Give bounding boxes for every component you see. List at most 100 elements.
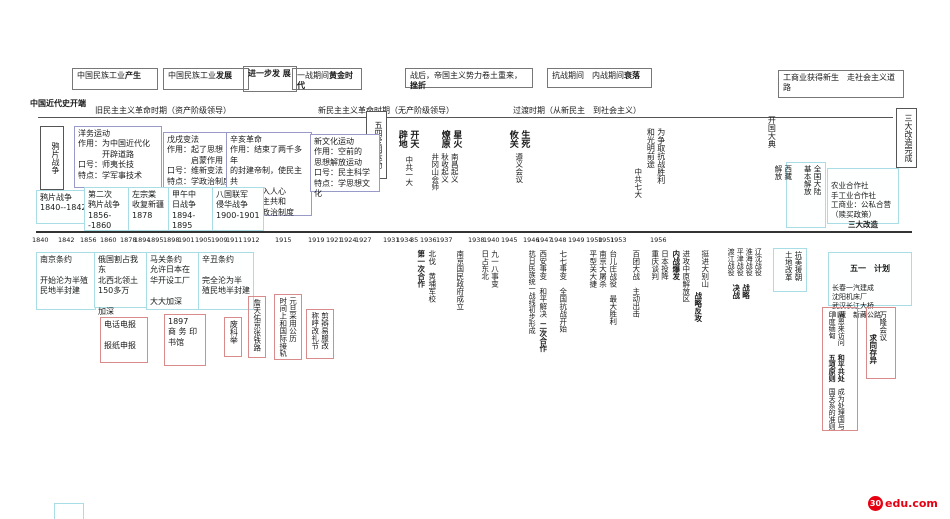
year-tick: 1840 [32, 236, 49, 244]
three-transforms-items: 农业合作社 手工业合作社 工商业：公私合营 （赎买政策） [831, 180, 891, 219]
year-tick: 1912 [243, 236, 260, 244]
period-divider-line [38, 117, 893, 118]
col-second-cooperation: 二次合作 [538, 322, 548, 352]
logo-circle-icon: 30 [868, 496, 883, 512]
opium-war-vertical-box: 鸦片战争 [40, 126, 64, 190]
bandung-box: 万隆会议 求同存异 [866, 307, 896, 379]
year-tick: 1915 [275, 236, 292, 244]
col-taierzhuang: 台儿庄战役 最大胜利 [608, 250, 618, 325]
idiom-kaitianpidi: 开天 辟地 [396, 130, 419, 148]
principles-norm: 成为处理国与 国关系的准则 [828, 388, 846, 430]
year-tick: 1934 [396, 236, 413, 244]
year-tick: 1921 [326, 236, 343, 244]
col-japan-surrender-chongqing: 日本投降 重庆谈判 [650, 250, 670, 280]
three-transforms-done-box: 三大改造完成 [896, 108, 917, 168]
col-september-18-incident: 九一八事变 日占东北 [480, 250, 500, 288]
col-nanjing-government: 南京国民政府成立 [455, 250, 465, 310]
year-tick: 1895 [147, 236, 164, 244]
year-tick: 1936 [420, 236, 437, 244]
col-three-campaigns: 辽沈战役 淮海战役 平津战役 渡江战役 [727, 248, 763, 276]
col-huangpu-northern-expedition: 北伐 黄埔军校 [427, 250, 437, 303]
period-transition-label: 过渡时期（从新民主 到社会主义） [513, 106, 641, 115]
industry-box-further: 进一步发 展 [243, 66, 297, 92]
year-tick: 1956 [650, 236, 667, 244]
treaty-russia-territory: 俄国割占我东 北西北领土 150多万 加深 [94, 252, 148, 316]
col-hundred-regiments: 百团大战 主动出击 [631, 250, 641, 318]
col-united-front: 抗日民族统一战线初步形成 [528, 250, 537, 334]
timeline-axis [36, 231, 912, 233]
label-bold: 挫折 [410, 81, 426, 91]
idiom-shengsiyouguan: 生死 攸关 [507, 130, 530, 148]
industry-box-emerge: 中国民族工业产生 [72, 68, 158, 90]
year-tick: 1940 [483, 236, 500, 244]
label-bold: 发展 [216, 71, 232, 80]
logo-domain: edu.com [885, 496, 938, 510]
seventh-congress-goal: 为争取抗战胜利 和光明前途 [646, 128, 666, 184]
event-seventh-congress: 中共七大 [633, 168, 643, 198]
zhou-enlai-box: 周恩来访问 印度缅甸 和平共处 五项原则 成为处理国与 国关系的准则 [822, 307, 858, 431]
war-second-opium: 第二次 鸦片战争 1856--1860 [84, 187, 132, 231]
label: 工商业获得新生 走社会主义道路 [783, 73, 895, 93]
event-uprisings: 南昌起义 秋收起义 井冈山会师 [430, 153, 460, 191]
label-bold: 产生 [125, 71, 141, 80]
period-start-label: 中国近代史开端 [30, 99, 86, 108]
liberation-box: 全国大陆 基本解放 西藏 解放 [774, 162, 826, 228]
label: 抗战期间 内战期间 [552, 71, 624, 80]
year-tick: 1947 [536, 236, 553, 244]
telecom-newspaper-box: 电话电报 报纸申报 [100, 317, 148, 363]
bandung-conference: 万隆会议 [878, 311, 888, 341]
col-dabie-mountains: 挺进大别山 [700, 250, 710, 288]
period-new-democracy-label: 新民主主义革命时期（无产阶级领导） [318, 106, 454, 116]
year-tick: 1946 [523, 236, 540, 244]
seek-common-ground: 求同存异 [868, 334, 878, 364]
label: 中国民族工业 [168, 71, 216, 80]
year-tick: 1911 [226, 236, 243, 244]
industry-box-golden: 一战期间黄金时代 [292, 68, 362, 90]
industry-box-newlife: 工商业获得新生 走社会主义道路 [778, 70, 904, 98]
year-tick: 1878 [120, 236, 137, 244]
korea-landreform-box: 抗美援朝 土地改革 [773, 248, 807, 292]
period-old-democracy-label: 旧民主主义革命时期（资产阶级领导） [95, 106, 231, 115]
year-tick: 1860 [100, 236, 117, 244]
year-tick: 1927 [355, 236, 372, 244]
col-july-7-incident: 七七事变 全国抗战开始 [558, 250, 568, 333]
year-tick: 1898 [163, 236, 180, 244]
year-tick: 1905 [195, 236, 212, 244]
year-tick: 1948 [550, 236, 567, 244]
plan-title: 五一 计划 [850, 264, 890, 274]
year-tick: 1949 [568, 236, 585, 244]
year-tick: 1856 [80, 236, 97, 244]
year-tick: 1909 [211, 236, 228, 244]
jingzhang-railway-box: 詹天佑京张铁路 [248, 296, 266, 358]
first-five-year-plan-box: 五一 计划 长春一汽建成 沈阳机床厂 武汉长江大桥 川藏 新藏公路 [828, 252, 912, 319]
year-tick: 1842 [58, 236, 75, 244]
five-principles: 和平共处 五项原则 [828, 354, 846, 382]
col-nanjing-massacre-pingxingguan: 南京大屠杀 平型关大捷 [588, 250, 608, 288]
war-zuo-zongtang: 左宗棠 收复新疆 1878 [128, 187, 172, 231]
war-eight-nation: 八国联军 侵华战争 1900-1901 [212, 187, 264, 231]
event-first-congress: 中共一大 [404, 156, 414, 186]
year-tick: 1894 [134, 236, 151, 244]
zhou-visit: 周恩来访问 印度缅甸 [828, 311, 846, 346]
industry-box-develop: 中国民族工业发展 [163, 68, 249, 90]
war-jiawu: 甲午中 日战争 1894-1895 [168, 187, 216, 231]
treaty-nanjing: 南京条约 开始沦为半殖 民地半封建 [36, 252, 96, 310]
col-first-kmt-cpc-cooperation: 第一次合作 [416, 250, 426, 288]
year-tick: 1951 [598, 236, 615, 244]
industry-box-decline: 抗战期间 内战期间衰落 [547, 68, 652, 88]
label-bold: 黄金时代 [297, 71, 353, 91]
col-civil-war-outbreak: 内战爆发 [671, 250, 681, 280]
year-tick: 1931 [383, 236, 400, 244]
col-attack-central-plains: 进攻中原解放区 [681, 250, 691, 303]
treaty-xinchou: 辛丑条约 完全沦为半 殖民地半封建 [198, 252, 254, 310]
treaty-shimonoseki: 马关条约 允许日本在 华开设工厂 大大加深 [146, 252, 200, 310]
commercial-press-box: 1897 商 务 印 书馆 [164, 314, 206, 366]
new-culture-box: 新文化运动 作用：空前的 思想解放运动 口号：民主科学 特点：学思想文化 [310, 134, 380, 198]
year-tick: 1901 [178, 236, 195, 244]
label: 一战期间 [297, 71, 329, 80]
label-bold: 衰落 [624, 71, 640, 80]
event-zunyi-conference: 遵义会议 [514, 153, 524, 183]
three-transforms-box: 农业合作社 手工业合作社 工商业：公私合营 （赎买政策） 三大改造 [827, 168, 899, 229]
abolish-exam-box: 废科举 [224, 317, 243, 357]
